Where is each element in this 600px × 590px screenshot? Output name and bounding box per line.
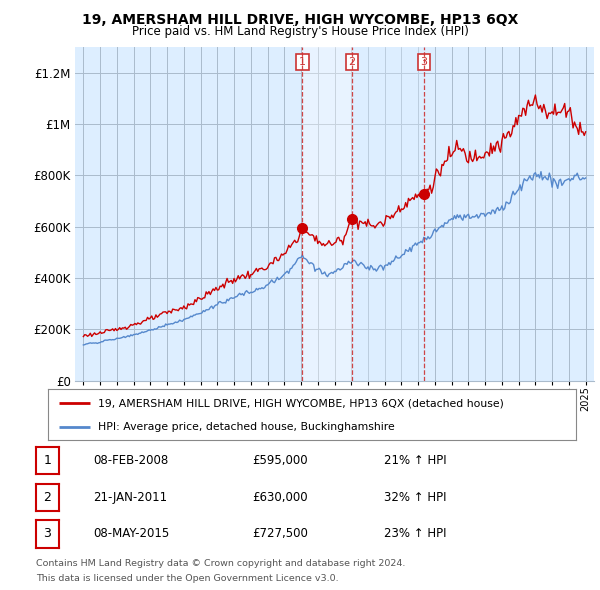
Text: 1: 1 xyxy=(299,57,306,67)
Text: This data is licensed under the Open Government Licence v3.0.: This data is licensed under the Open Gov… xyxy=(36,574,338,583)
Text: 21-JAN-2011: 21-JAN-2011 xyxy=(93,491,167,504)
Bar xyxy=(302,47,352,381)
Text: 1: 1 xyxy=(43,454,52,467)
Text: 19, AMERSHAM HILL DRIVE, HIGH WYCOMBE, HP13 6QX (detached house): 19, AMERSHAM HILL DRIVE, HIGH WYCOMBE, H… xyxy=(98,398,504,408)
Text: 32% ↑ HPI: 32% ↑ HPI xyxy=(384,491,446,504)
Text: 2: 2 xyxy=(349,57,356,67)
Text: 08-MAY-2015: 08-MAY-2015 xyxy=(93,527,169,540)
Text: 19, AMERSHAM HILL DRIVE, HIGH WYCOMBE, HP13 6QX: 19, AMERSHAM HILL DRIVE, HIGH WYCOMBE, H… xyxy=(82,13,518,27)
Text: 3: 3 xyxy=(421,57,428,67)
Text: Contains HM Land Registry data © Crown copyright and database right 2024.: Contains HM Land Registry data © Crown c… xyxy=(36,559,406,568)
Text: 08-FEB-2008: 08-FEB-2008 xyxy=(93,454,168,467)
Text: 3: 3 xyxy=(43,527,52,540)
Text: £595,000: £595,000 xyxy=(252,454,308,467)
Text: HPI: Average price, detached house, Buckinghamshire: HPI: Average price, detached house, Buck… xyxy=(98,422,395,432)
Text: £630,000: £630,000 xyxy=(252,491,308,504)
Text: Price paid vs. HM Land Registry's House Price Index (HPI): Price paid vs. HM Land Registry's House … xyxy=(131,25,469,38)
Text: 21% ↑ HPI: 21% ↑ HPI xyxy=(384,454,446,467)
Bar xyxy=(352,47,424,381)
Text: £727,500: £727,500 xyxy=(252,527,308,540)
Text: 2: 2 xyxy=(43,491,52,504)
Text: 23% ↑ HPI: 23% ↑ HPI xyxy=(384,527,446,540)
